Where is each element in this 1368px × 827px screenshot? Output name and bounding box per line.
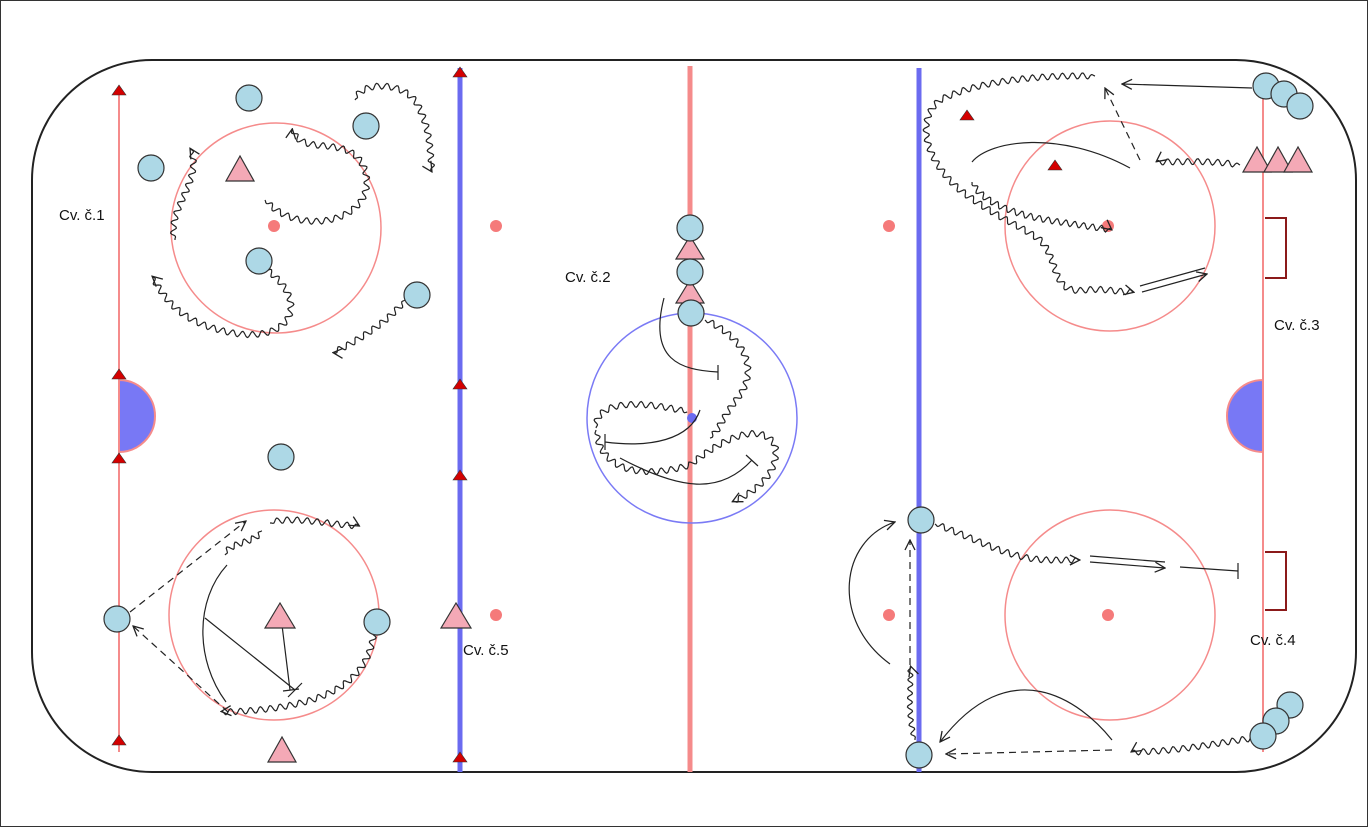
solid-arrow-icon xyxy=(1122,84,1253,88)
solid-arrow-icon xyxy=(971,141,1131,169)
drill-1-paths xyxy=(152,82,435,353)
wavy-arrow-icon xyxy=(152,261,295,339)
small-triangle-marker-icon xyxy=(959,109,975,121)
marker-triangles xyxy=(111,66,1063,763)
circle-player-icon xyxy=(677,299,705,327)
wavy-arrow-icon xyxy=(922,72,1134,295)
circle-player-icon xyxy=(363,608,391,636)
small-triangle-marker-icon xyxy=(111,84,127,96)
goal-crease-left xyxy=(118,378,156,454)
goal-net-right-top xyxy=(1265,217,1287,279)
small-triangle-marker-icon xyxy=(452,66,468,78)
small-triangle-marker-icon xyxy=(452,469,468,481)
double-line-arrow-icon xyxy=(1089,555,1165,568)
drill-2-players xyxy=(674,214,706,327)
circle-player-icon xyxy=(1249,722,1277,750)
goal-crease-right xyxy=(1226,378,1264,454)
wavy-arrow-icon xyxy=(264,129,371,225)
wavy-arrow-icon xyxy=(906,666,915,740)
circle-player-icon xyxy=(1286,92,1314,120)
triangle-cone-icon xyxy=(1241,145,1273,173)
dashed-arrow-icon xyxy=(1105,88,1141,161)
triangle-cone-icon xyxy=(263,601,297,629)
drill-3-paths xyxy=(922,72,1253,295)
goal-net-right-bottom xyxy=(1265,551,1287,611)
solid-arrow-icon xyxy=(848,522,895,665)
drill-5-label: Cv. č.5 xyxy=(463,642,509,659)
wavy-arrow-icon xyxy=(704,319,752,439)
wavy-arrow-icon xyxy=(354,82,435,172)
small-triangle-marker-icon xyxy=(452,751,468,763)
small-triangle-marker-icon xyxy=(111,368,127,380)
circle-player-icon xyxy=(403,281,431,309)
wavy-arrow-icon xyxy=(593,400,688,429)
circle-player-icon xyxy=(676,214,704,242)
wavy-arrow-icon xyxy=(221,629,377,715)
drill-1-players xyxy=(137,84,431,309)
circle-player-icon xyxy=(245,247,273,275)
t-stop-icon xyxy=(1179,563,1239,579)
faceoff-dot xyxy=(490,609,502,621)
solid-arrow-icon xyxy=(940,689,1113,742)
circle-player-icon xyxy=(907,506,935,534)
faceoff-dot xyxy=(883,609,895,621)
drill-3-label: Cv. č.3 xyxy=(1274,317,1320,334)
wavy-arrow-icon xyxy=(224,530,263,556)
faceoff-dot xyxy=(883,220,895,232)
triangle-cone-icon xyxy=(266,735,298,763)
triangle-cone-icon xyxy=(224,154,256,182)
small-triangle-marker-icon xyxy=(452,378,468,390)
drill-4-label: Cv. č.4 xyxy=(1250,632,1296,649)
drill-1-label: Cv. č.1 xyxy=(59,207,105,224)
drill-1-bottom-paths xyxy=(129,517,377,715)
dashed-arrow-icon xyxy=(129,521,246,613)
drill-4-paths xyxy=(848,522,1256,756)
wavy-arrow-icon xyxy=(333,299,406,353)
triangle-cone-icon xyxy=(1262,145,1294,173)
wavy-arrow-icon xyxy=(934,522,1080,563)
triangle-cone-icon xyxy=(439,601,473,629)
faceoff-circle-top-right xyxy=(1004,120,1216,332)
circle-player-icon xyxy=(235,84,263,112)
solid-arrow-icon xyxy=(202,564,228,703)
drill-2-label: Cv. č.2 xyxy=(565,269,611,286)
solid-arrow-icon xyxy=(604,409,701,450)
circle-player-icon xyxy=(676,258,704,286)
faceoff-dot xyxy=(268,220,280,232)
circle-player-icon xyxy=(103,605,131,633)
faceoff-circle-top-left xyxy=(170,122,382,334)
circle-player-icon xyxy=(905,741,933,769)
wavy-arrow-icon xyxy=(594,429,780,503)
small-triangle-marker-icon xyxy=(111,452,127,464)
wavy-arrow-icon xyxy=(1131,736,1256,756)
dashed-arrow-icon xyxy=(133,626,229,713)
wavy-arrow-icon xyxy=(1156,159,1241,168)
triangle-cone-icon xyxy=(1282,145,1314,173)
drill-3-players xyxy=(1241,72,1314,173)
circle-player-icon xyxy=(137,154,165,182)
dashed-arrow-icon xyxy=(946,750,1113,754)
small-triangle-marker-icon xyxy=(1047,159,1063,171)
double-line-arrow-icon xyxy=(1139,268,1207,293)
drill-4-players xyxy=(905,506,1304,769)
wavy-arrow-icon xyxy=(169,148,197,240)
drill-2-paths xyxy=(593,297,780,503)
circle-player-icon xyxy=(267,443,295,471)
wavy-arrow-icon xyxy=(971,181,1112,233)
solid-arrow-icon xyxy=(619,454,759,485)
circle-player-icon xyxy=(352,112,380,140)
wavy-arrow-icon xyxy=(270,517,359,530)
small-triangle-marker-icon xyxy=(111,734,127,746)
solid-arrow-icon xyxy=(659,297,719,380)
center-dot xyxy=(687,413,697,423)
t-stop-icon xyxy=(281,624,300,692)
drill-1-bottom-players xyxy=(103,443,473,763)
faceoff-circle-bottom-right xyxy=(1004,509,1216,721)
faceoff-dot xyxy=(1102,609,1114,621)
faceoff-dot xyxy=(490,220,502,232)
